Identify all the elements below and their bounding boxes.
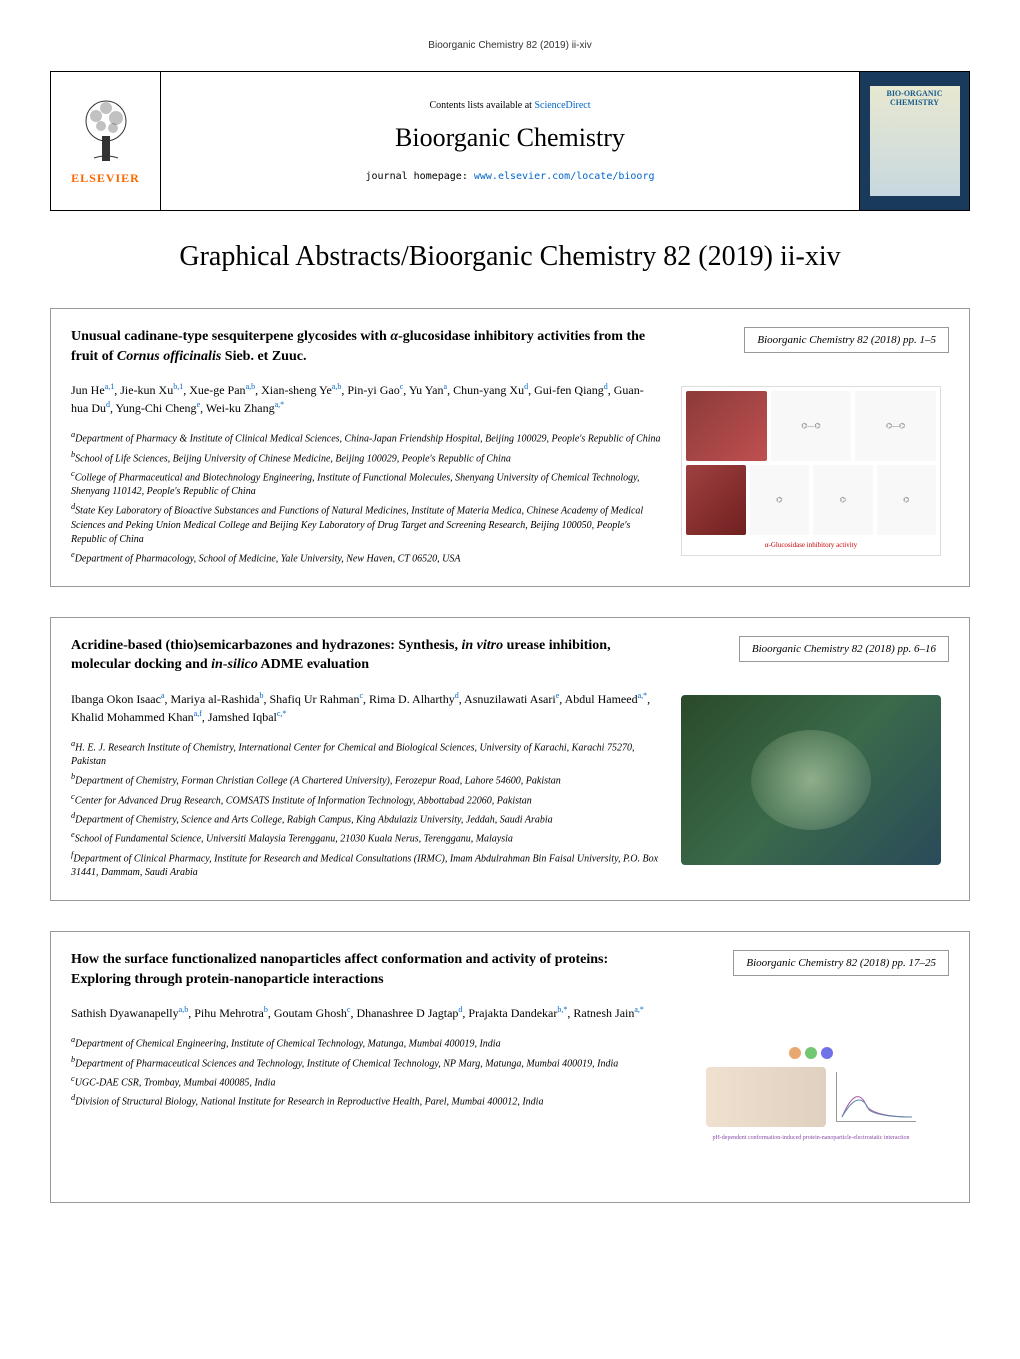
journal-cover-thumbnail: BIO-ORGANIC CHEMISTRY [870,86,960,196]
spectrum-chart-icon [836,1072,916,1122]
sciencedirect-link[interactable]: ScienceDirect [534,100,590,111]
page-reference: Bioorganic Chemistry 82 (2018) pp. 1–5 [744,327,949,353]
graphical-abstract-image [681,690,941,870]
abstract-title: How the surface functionalized nanoparti… [71,950,661,989]
structure-thumb-icon: ⌬ [877,465,937,535]
authors-list: Jun Hea,1, Jie-kun Xub,1, Xue-ge Pana,b,… [71,381,661,417]
authors-list: Sathish Dyawanapellya,b, Pihu Mehrotrab,… [71,1004,661,1022]
abstract-title: Acridine-based (thio)semicarbazones and … [71,636,661,675]
molecular-docking-icon [751,730,871,830]
abstract-title: Unusual cadinane-type sesquiterpene glyc… [71,327,661,366]
image-caption: α-Glucosidase inhibitory activity [686,539,936,551]
abstract-item: How the surface functionalized nanoparti… [50,931,970,1203]
structure-thumb-icon: ⌬ [750,465,810,535]
page-reference: Bioorganic Chemistry 82 (2018) pp. 6–16 [739,636,949,662]
abstract-item: Unusual cadinane-type sesquiterpene glyc… [50,308,970,587]
homepage-line: journal homepage: www.elsevier.com/locat… [366,171,655,182]
page-reference: Bioorganic Chemistry 82 (2018) pp. 17–25 [733,950,949,976]
publisher-logo-cell: ELSEVIER [51,72,161,210]
structure-thumb-icon: ⌬ [813,465,873,535]
contents-prefix: Contents lists available at [429,100,534,111]
nanoparticle-row-icon [789,1047,833,1059]
journal-header-box: ELSEVIER Contents lists available at Sci… [50,71,970,211]
fruit-photo-icon [686,465,746,535]
cover-title-text: BIO-ORGANIC CHEMISTRY [874,90,956,108]
abstract-item: Acridine-based (thio)semicarbazones and … [50,617,970,901]
publisher-name: ELSEVIER [71,171,140,186]
homepage-link[interactable]: www.elsevier.com/locate/bioorg [474,171,655,182]
journal-center: Contents lists available at ScienceDirec… [161,72,859,210]
homepage-prefix: journal homepage: [366,171,474,182]
affiliations-list: aDepartment of Chemical Engineering, Ins… [71,1034,661,1109]
authors-list: Ibanga Okon Isaaca, Mariya al-Rashidab, … [71,690,661,726]
structure-thumb-icon: ⌬—⌬ [855,391,936,461]
elsevier-tree-icon [76,96,136,166]
graphical-abstract-image: pH-dependent conformation-induced protei… [681,1004,941,1184]
affiliations-list: aDepartment of Pharmacy & Institute of C… [71,429,661,566]
affiliations-list: aH. E. J. Research Institute of Chemistr… [71,738,661,880]
protein-schematic-icon [706,1067,826,1127]
image-caption: pH-dependent conformation-induced protei… [712,1135,909,1141]
graphical-abstract-image: ⌬—⌬ ⌬—⌬ ⌬ ⌬ ⌬ α-Glucosidase inhibitory a… [681,381,941,561]
page-title: Graphical Abstracts/Bioorganic Chemistry… [50,241,970,273]
contents-available-line: Contents lists available at ScienceDirec… [429,100,590,111]
cover-thumb-cell: BIO-ORGANIC CHEMISTRY [859,72,969,210]
structure-thumb-icon: ⌬—⌬ [771,391,852,461]
running-header: Bioorganic Chemistry 82 (2019) ii-xiv [50,40,970,51]
journal-name: Bioorganic Chemistry [395,123,625,153]
fruit-photo-icon [686,391,767,461]
